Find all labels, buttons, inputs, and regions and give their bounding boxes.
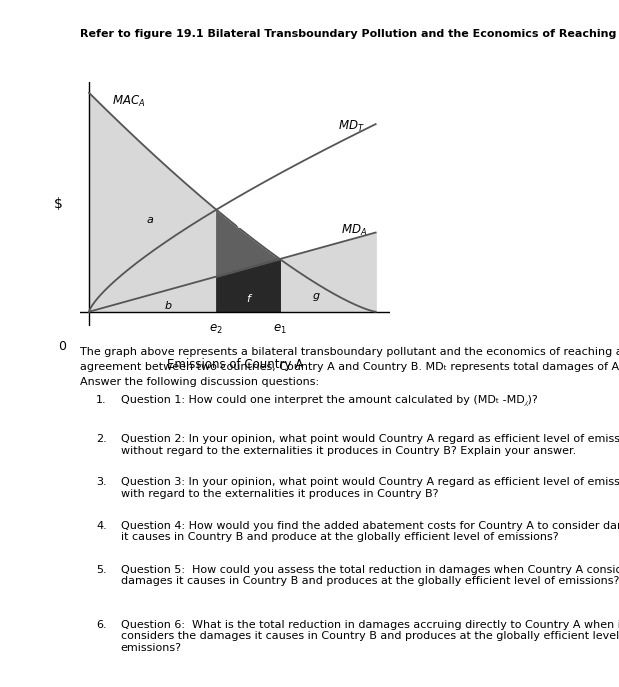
Text: Question 6:  What is the total reduction in damages accruing directly to Country: Question 6: What is the total reduction … [121, 620, 619, 653]
Text: 4.: 4. [96, 521, 106, 531]
Text: Refer to figure 19.1 Bilateral Transboundary Pollution and the Economics of Reac: Refer to figure 19.1 Bilateral Transboun… [80, 29, 619, 39]
Text: c: c [248, 199, 254, 209]
Text: Question 4: How would you find the added abatement costs for Country A to consid: Question 4: How would you find the added… [121, 521, 619, 542]
Text: b: b [165, 301, 171, 311]
Text: 5.: 5. [96, 565, 106, 575]
Text: Emissions of Country A: Emissions of Country A [167, 358, 303, 371]
Text: MD$_T$: MD$_T$ [339, 120, 365, 135]
Text: The graph above represents a bilateral transboundary pollutant and the economics: The graph above represents a bilateral t… [80, 347, 619, 357]
Text: 1.: 1. [96, 395, 106, 405]
Text: Question 2: In your opinion, what point would Country A regard as efficient leve: Question 2: In your opinion, what point … [121, 434, 619, 455]
Text: g: g [313, 291, 320, 301]
Text: 0: 0 [59, 340, 67, 352]
Text: MD$_A$: MD$_A$ [341, 223, 368, 238]
Text: Question 3: In your opinion, what point would Country A regard as efficient leve: Question 3: In your opinion, what point … [121, 477, 619, 499]
Text: Question 1: How could one interpret the amount calculated by (MDₜ -MD⁁)?: Question 1: How could one interpret the … [121, 395, 537, 406]
Text: Question 5:  How could you assess the total reduction in damages when Country A : Question 5: How could you assess the tot… [121, 565, 619, 586]
Text: 3.: 3. [96, 477, 106, 488]
Text: 6.: 6. [96, 620, 106, 630]
Text: a: a [147, 214, 154, 225]
Text: Answer the following discussion questions:: Answer the following discussion question… [80, 377, 319, 387]
Text: $e_1$: $e_1$ [273, 323, 287, 337]
Text: f: f [246, 293, 250, 304]
Text: d: d [237, 220, 244, 229]
Text: $e_2$: $e_2$ [209, 323, 223, 337]
Text: $: $ [54, 197, 63, 212]
Text: MAC$_A$: MAC$_A$ [112, 94, 145, 109]
Text: agreement between two countries, Country A and Country B. MDₜ represents total d: agreement between two countries, Country… [80, 362, 619, 372]
Text: 2.: 2. [96, 434, 106, 444]
